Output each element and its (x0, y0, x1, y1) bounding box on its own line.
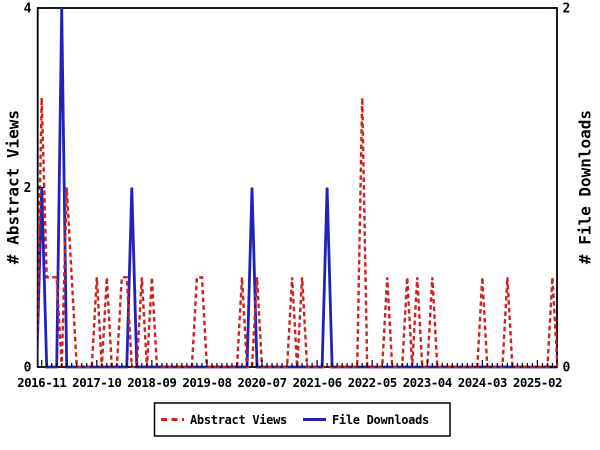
x-tick-label: 2018-09 (127, 375, 176, 390)
x-tick-label: 2023-04 (403, 375, 452, 390)
legend-label-file-downloads: File Downloads (332, 413, 429, 427)
y-tick-label-right: 0 (563, 361, 571, 376)
x-tick-label: 2016-11 (17, 375, 66, 390)
x-tick-label: 2024-03 (458, 375, 507, 390)
x-tick-label: 2020-07 (237, 375, 286, 390)
x-tick-label: 2019-08 (182, 375, 231, 390)
x-tick-label: 2022-05 (348, 375, 397, 390)
x-tick-label: 2025-02 (513, 375, 562, 390)
y-axis-label-left: # Abstract Views (3, 109, 23, 265)
x-tick-label: 2021-06 (293, 375, 342, 390)
y-tick-label-right: 2 (563, 2, 571, 17)
y-axis-label-right: # File Downloads (575, 109, 595, 265)
legend-label-abstract-views: Abstract Views (190, 413, 287, 427)
y-tick-label-left: 0 (24, 361, 32, 376)
y-tick-label-left: 4 (24, 2, 32, 17)
legend-box (153, 402, 451, 437)
y-tick-label-left: 2 (24, 181, 32, 196)
series-abstract-views (37, 97, 559, 369)
x-tick-label: 2017-10 (72, 375, 121, 390)
